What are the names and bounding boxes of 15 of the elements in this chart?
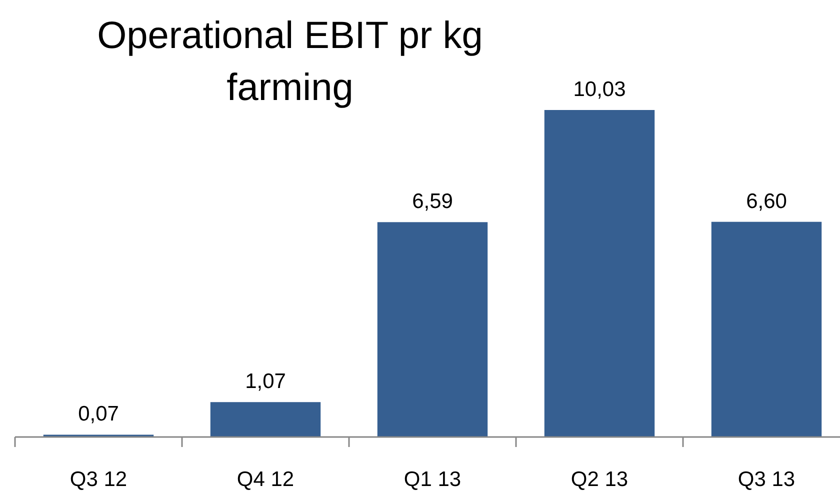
x-tick-label: Q1 13 [404, 468, 462, 491]
x-tick-label: Q4 12 [236, 468, 294, 491]
data-label: 0,07 [78, 402, 119, 426]
x-tick-label: Q3 12 [70, 468, 128, 491]
bar [544, 110, 655, 437]
x-tick-label: Q2 13 [570, 468, 628, 491]
bar [711, 222, 822, 437]
bar [377, 222, 488, 437]
x-tick-label: Q3 13 [738, 468, 796, 491]
data-label: 6,59 [412, 190, 453, 214]
bar [210, 402, 321, 437]
data-label: 6,60 [746, 190, 787, 213]
data-label: 10,03 [573, 78, 626, 101]
data-label: 1,07 [245, 370, 286, 394]
chart-title: Operational EBIT pr kg farming [96, 14, 484, 111]
